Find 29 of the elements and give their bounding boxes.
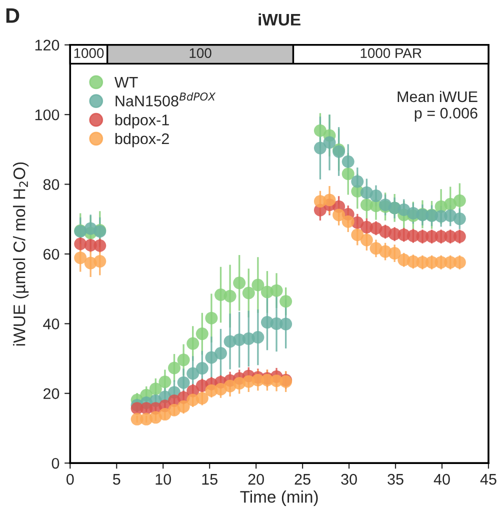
legend-label: bdpox-1 — [115, 114, 169, 128]
x-tick-label: 40 — [434, 474, 450, 485]
x-tick-label: 35 — [388, 474, 404, 485]
legend-label: bdpox-2 — [115, 132, 169, 148]
y-axis-title: iWUE (µmol C/ mol H$_{2}$O) — [13, 162, 29, 346]
x-tick-label: 45 — [480, 474, 496, 485]
band-label: 100 — [190, 48, 212, 58]
x-tick-label: 5 — [112, 474, 120, 485]
annotation: Mean iWUE p = 0.006 — [398, 90, 478, 122]
legend-label: WT — [114, 77, 138, 88]
y-tick-label: 120 — [35, 40, 60, 51]
band-label: 1000 — [74, 48, 104, 58]
band-label: 1000 PAR — [360, 48, 422, 58]
y-tick-label: 60 — [44, 248, 60, 260]
x-tick-label: 20 — [248, 474, 264, 485]
x-axis-title: Time (min) — [240, 490, 318, 506]
chart-title: iWUE — [258, 13, 300, 26]
text: D — [6, 8, 20, 23]
y-tick-label: 20 — [44, 388, 60, 400]
x-tick-label: 30 — [341, 474, 357, 485]
y-tick-label: 100 — [35, 109, 60, 120]
x-tick-label: 10 — [156, 474, 172, 485]
y-tick-label: 40 — [43, 318, 60, 330]
y-tick-label: 80 — [43, 179, 60, 190]
y-tick-label: 0 — [52, 458, 60, 469]
x-tick-label: 25 — [294, 474, 310, 485]
legend-label: NaN1508$^{BdPOX}$ — [116, 92, 216, 106]
x-tick-label: 0 — [66, 474, 74, 485]
x-tick-label: 15 — [202, 474, 218, 485]
